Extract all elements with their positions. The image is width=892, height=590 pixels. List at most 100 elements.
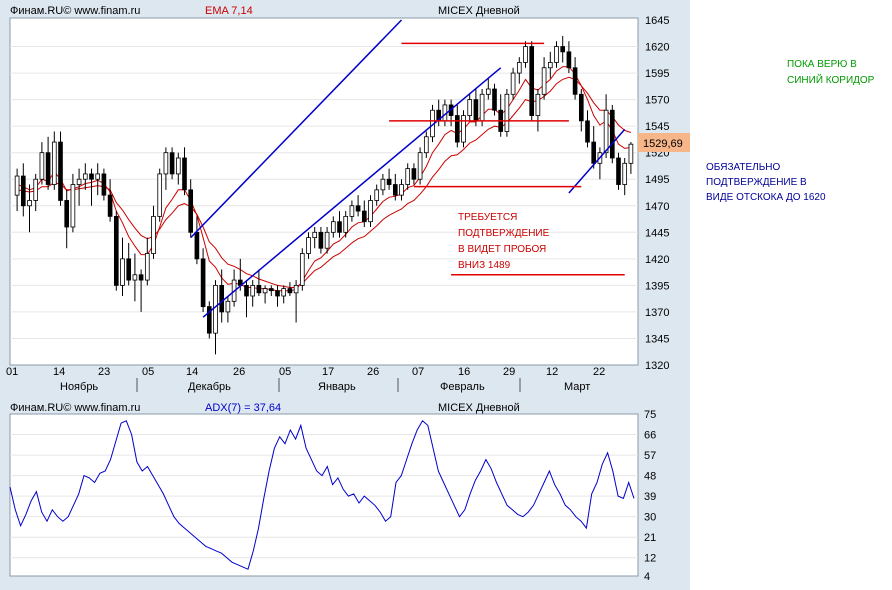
y-tick-label: 39 [644,491,656,503]
last-price-tag-bg [638,133,690,152]
x-day-label: 23 [98,366,110,378]
x-day-label: 29 [503,366,515,378]
annotation-breakdown-line-3: В ВИДЕТ ПРОБОЯ [458,244,546,255]
y-tick-label: 1445 [645,227,669,239]
candle-body [275,290,280,297]
candle-body [461,115,466,143]
candle-body [175,157,181,175]
y-tick-label: 1345 [645,333,669,345]
candle-body [89,173,94,180]
annotation-breakdown-line-1: ТРЕБУЕТСЯ [458,212,517,223]
candle-body [76,178,82,185]
last-price-tag: 1529,69 [643,138,683,150]
x-day-label: 05 [142,366,154,378]
candle-body [120,258,125,286]
candle-body [293,284,299,294]
candle-body [492,88,497,111]
candle-body [603,109,609,154]
candle-body [392,184,398,196]
candle-body [27,200,32,207]
adx-y-axis: 75 66 57 48 39 30 21 12 4 [644,409,656,583]
ema-slow-line [17,76,632,288]
y-tick-label: 1570 [645,95,669,107]
y-tick-label: 21 [644,532,656,544]
candle-body [361,210,367,223]
y-tick-label: 48 [644,471,656,483]
candle-body [219,284,225,313]
candle-body [95,173,101,180]
candle-body [591,141,597,164]
candle-body [380,178,386,191]
x-day-label: 17 [322,366,334,378]
candle-body [262,288,268,294]
annotation-confirm-line-3: ВИДЕ ОТСКОКА ДО 1620 [706,192,826,203]
candle-body [14,175,20,196]
candle-body [622,162,628,185]
candle-body [268,288,274,292]
bottom-header-instrument: MICEX Дневной [438,402,520,414]
annotation-confirm-line-1: ОБЯЗАТЕЛЬНО [706,162,781,173]
y-tick-label: 57 [644,450,656,462]
candle-body [578,93,584,122]
candle-body [256,284,262,294]
candle-body [423,136,429,154]
candle-body [244,284,249,297]
channel-line [202,67,502,318]
candle-body [20,175,26,207]
y-tick-label: 4 [644,571,650,583]
x-day-label: 12 [546,366,558,378]
ema-line [17,76,632,288]
candle-body [355,205,361,212]
candle-body [386,178,392,185]
y-tick-label: 1370 [645,307,669,319]
annotation-channel-line-1: ПОКА ВЕРЮ В [787,59,857,70]
y-tick-label: 75 [644,409,656,421]
candle-body [374,189,380,201]
candle-body [609,109,615,159]
candle-body [151,215,156,254]
candle-body [194,231,200,260]
x-day-label: 07 [412,366,424,378]
candle-body [132,274,138,281]
candle-body [535,93,541,116]
y-tick-label: 1395 [645,280,669,292]
candle-body [144,253,150,281]
candle-body [306,237,311,254]
x-month-label: Март [564,381,590,393]
candle-body [343,215,349,233]
level-lines [389,42,625,276]
y-tick-label: 66 [644,430,656,442]
candle-body [138,274,144,281]
candle-body [312,231,318,239]
x-day-label: 14 [53,366,65,378]
candle-body [39,152,45,180]
candle-body [454,115,460,143]
x-month-label: Январь [318,381,356,393]
candle-body [541,67,547,95]
candle-body [318,231,324,249]
y-tick-label: 1495 [645,174,669,186]
candle-body [485,88,491,95]
top-header-indicator: EMA 7,14 [205,5,253,17]
annotation-breakdown-line-2: ПОДТВЕРЖДЕНИЕ [458,228,550,239]
candle-body [163,152,169,175]
annotation-breakdown-line-4: ВНИЗ 1489 [458,260,511,271]
candle-body [33,178,39,201]
adx-polyline [9,420,635,570]
candle-body [523,46,528,63]
candle-body [585,120,590,143]
top-header-instrument: MICEX Дневной [438,5,520,17]
price-y-axis: 1645162015951570154515201495147014451420… [645,15,669,372]
candle-body [51,141,57,185]
y-tick-label: 12 [644,553,656,565]
candle-body [281,288,287,297]
candle-body [616,157,621,185]
candle-body [467,99,473,116]
candle-body [572,67,578,95]
candle-body [182,157,187,191]
x-day-label: 01 [6,366,18,378]
candle-body [510,72,516,95]
candle-body [250,284,256,297]
candle-body [206,306,212,334]
